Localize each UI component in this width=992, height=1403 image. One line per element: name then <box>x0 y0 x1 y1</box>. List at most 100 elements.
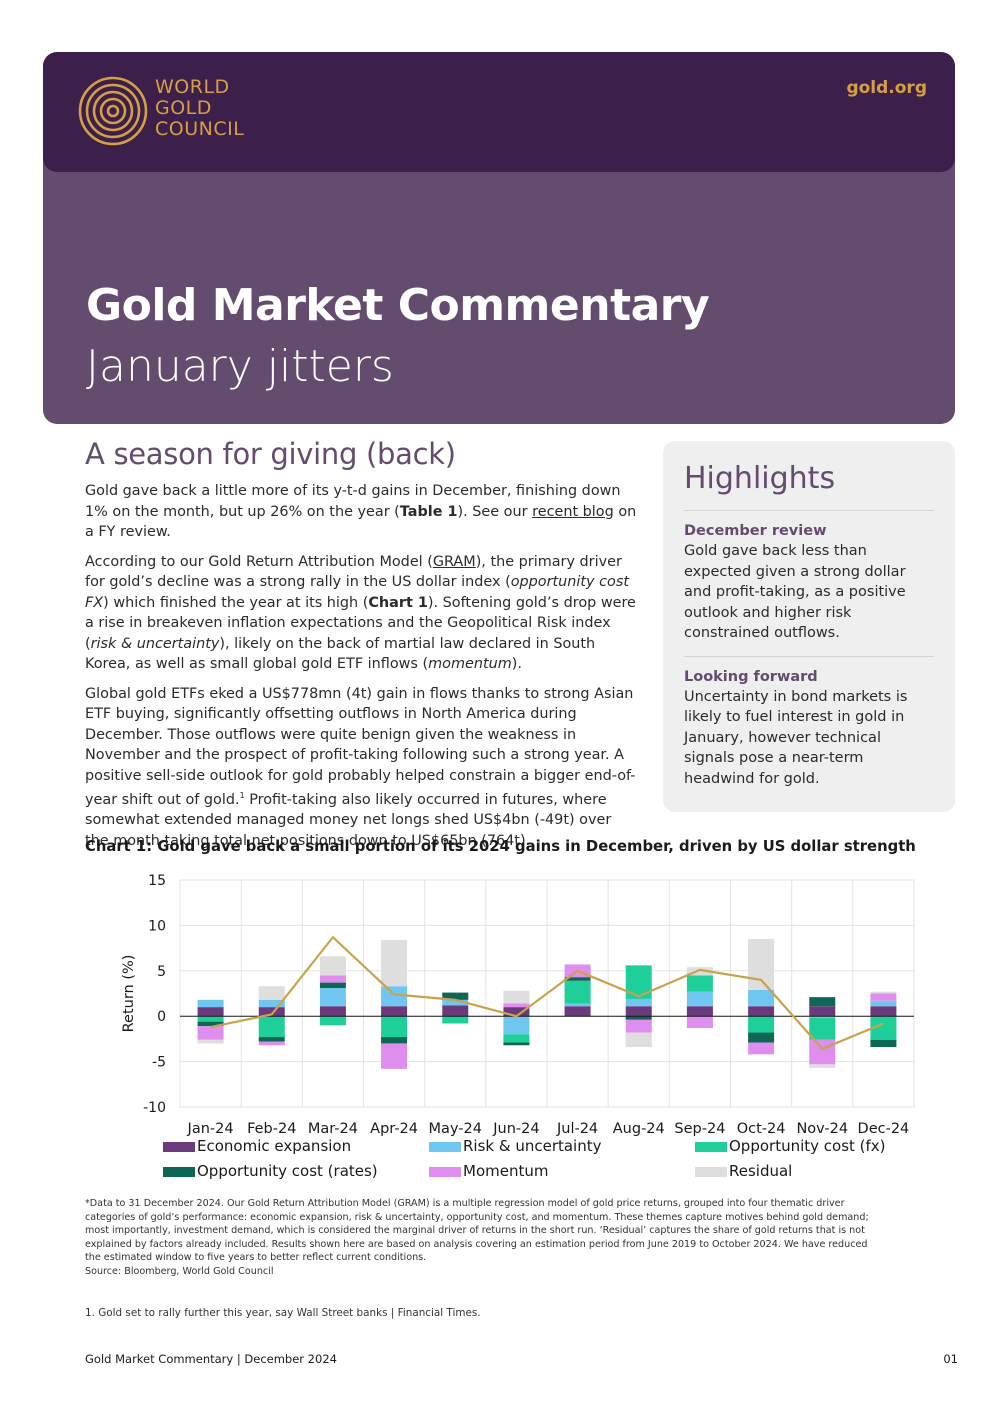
bar-segment <box>503 1034 530 1043</box>
bar-segment <box>625 1019 652 1033</box>
bar-segment <box>503 1003 530 1008</box>
bar-segment <box>258 1016 285 1038</box>
legend-swatch <box>163 1166 195 1177</box>
bar-segment <box>748 939 775 990</box>
x-tick-label: Dec-24 <box>858 1121 910 1137</box>
legend-swatch <box>429 1141 461 1152</box>
legend-swatch <box>695 1141 727 1152</box>
bar-segment <box>319 982 346 989</box>
chart-1-ref: Chart 1 <box>368 594 428 611</box>
bar-segment <box>197 1026 224 1040</box>
bar-segment <box>319 956 346 976</box>
bar-segment <box>686 967 713 976</box>
bar-segment <box>748 989 775 1007</box>
bar-segment <box>870 1039 897 1048</box>
bar-segment <box>686 991 713 1007</box>
x-tick-label: May-24 <box>429 1121 482 1137</box>
chart-notes: *Data to 31 December 2024. Our Gold Retu… <box>85 1197 875 1278</box>
highlight-heading: Looking forward <box>684 668 818 685</box>
bar-segment <box>442 1005 469 1017</box>
bar-segment <box>748 1042 775 1055</box>
bar-segment <box>870 1016 897 1040</box>
bar-segment <box>564 1006 591 1017</box>
x-tick-label: Aug-24 <box>613 1121 665 1137</box>
divider <box>684 655 934 657</box>
highlight-body: Uncertainty in bond markets is likely to… <box>684 688 908 787</box>
x-tick-label: Feb-24 <box>247 1121 296 1137</box>
bar-segment <box>625 998 652 1007</box>
page-subtitle: January jitters <box>86 341 394 392</box>
x-tick-label: Sep-24 <box>674 1121 725 1137</box>
bar-segment <box>503 1016 530 1035</box>
bar-segment <box>258 1037 285 1042</box>
legend-swatch <box>429 1166 461 1177</box>
legend-item: Opportunity cost (fx) <box>695 1137 886 1155</box>
hero-banner: WORLD GOLD COUNCIL gold.org Gold Market … <box>43 52 955 424</box>
bar-segment <box>503 1007 530 1017</box>
paragraph-3: Global gold ETFs eked a US$778mn (4t) ga… <box>85 685 636 849</box>
x-tick-label: Oct-24 <box>737 1121 786 1137</box>
bar-segment <box>319 975 346 983</box>
bar-segment <box>258 999 285 1008</box>
y-tick-label: 15 <box>148 873 166 889</box>
article-body: A season for giving (back) Gold gave bac… <box>85 437 638 860</box>
bar-segment <box>686 975 713 992</box>
bar-segment <box>625 1006 652 1017</box>
x-tick-label: Jul-24 <box>556 1121 598 1137</box>
bar-segment <box>319 988 346 1007</box>
bar-segment <box>748 1016 775 1033</box>
wgc-logo-icon <box>78 76 148 146</box>
bar-segment <box>870 991 897 994</box>
bar-segment <box>686 1016 713 1029</box>
legend-item: Economic expansion <box>163 1137 351 1155</box>
legend-item: Risk & uncertainty <box>429 1137 602 1155</box>
bar-segment <box>381 939 408 987</box>
bar-segment <box>625 965 652 999</box>
bar-segment <box>258 1041 285 1046</box>
bar-segment <box>748 1006 775 1017</box>
page-title: Gold Market Commentary <box>86 280 710 331</box>
y-tick-label: -10 <box>143 1100 166 1116</box>
bar-segment <box>809 1016 836 1019</box>
bar-segment <box>442 999 469 1006</box>
bar-segment <box>258 986 285 1000</box>
x-tick-label: Jan-24 <box>187 1121 234 1137</box>
bar-segment <box>809 1018 836 1040</box>
chart-title: Chart 1: Gold gave back a small portion … <box>85 838 916 855</box>
bar-segment <box>870 1006 897 1017</box>
y-axis-label: Return (%) <box>121 955 137 1033</box>
bar-segment <box>319 1016 346 1026</box>
source-note: Source: Bloomberg, World Gold Council <box>85 1265 274 1277</box>
bar-segment <box>870 1000 897 1007</box>
bar-segment <box>381 1037 408 1044</box>
footer-label: Gold Market Commentary | December 2024 <box>85 1352 337 1366</box>
footnote-ref[interactable]: 1 <box>239 791 245 800</box>
legend-item: Opportunity cost (rates) <box>163 1162 378 1180</box>
bar-segment <box>381 986 408 1007</box>
footnote: 1. Gold set to rally further this year, … <box>85 1307 481 1319</box>
paragraph-2: According to our Gold Return Attribution… <box>85 553 636 673</box>
divider <box>684 510 934 511</box>
bar-segment <box>564 1003 591 1007</box>
bar-segment <box>381 1043 408 1069</box>
y-tick-label: 0 <box>157 1009 166 1025</box>
bar-segment <box>258 1007 285 1017</box>
highlights-title: Highlights <box>684 461 836 496</box>
table-1-ref: Table 1 <box>399 503 458 520</box>
bar-segment <box>197 1021 224 1027</box>
bar-segment <box>197 999 224 1008</box>
site-link[interactable]: gold.org <box>846 78 927 98</box>
bar-segment <box>748 1032 775 1043</box>
bar-segment <box>197 1007 224 1017</box>
bar-segment <box>442 1016 469 1024</box>
y-tick-label: 10 <box>148 918 166 934</box>
highlights-box: Highlights December review Gold gave bac… <box>663 441 955 812</box>
legend-swatch <box>695 1166 727 1177</box>
highlight-heading: December review <box>684 523 827 539</box>
bar-segment <box>809 1039 836 1065</box>
bar-segment <box>381 1006 408 1017</box>
bar-segment <box>197 1039 224 1044</box>
bar-segment <box>809 997 836 1007</box>
recent-blog-link[interactable]: recent blog <box>532 503 614 520</box>
gram-link[interactable]: GRAM <box>432 553 476 570</box>
